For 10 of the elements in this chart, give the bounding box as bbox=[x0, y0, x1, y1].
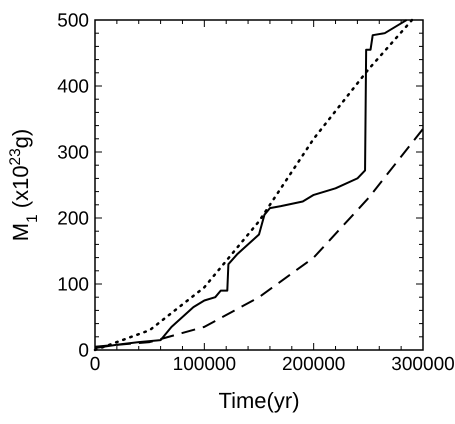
x-tick-label: 100000 bbox=[172, 354, 236, 375]
x-tick-label: 200000 bbox=[282, 354, 346, 375]
y-tick-label: 300 bbox=[57, 142, 89, 164]
y-tick-label: 500 bbox=[57, 10, 89, 32]
x-tick-label: 300000 bbox=[391, 354, 455, 375]
y-tick-label: 400 bbox=[57, 76, 89, 98]
y-tick-label: 0 bbox=[78, 340, 89, 362]
y-tick-label: 200 bbox=[57, 208, 89, 230]
y-tick-label: 100 bbox=[57, 274, 89, 296]
x-axis-title: Time(yr) bbox=[218, 388, 300, 413]
